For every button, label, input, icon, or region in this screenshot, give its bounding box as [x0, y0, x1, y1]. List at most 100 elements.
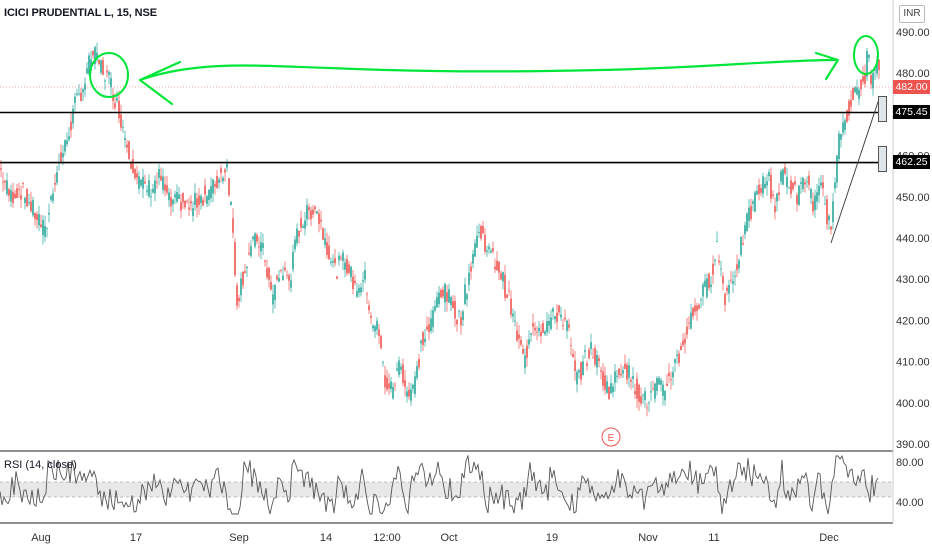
candle-body [478, 231, 480, 233]
candle-body [104, 80, 106, 82]
candle-body [184, 201, 186, 208]
candle-body [328, 245, 330, 260]
earnings-marker-icon[interactable] [601, 427, 621, 447]
candle-body [98, 60, 100, 65]
candle-body [100, 60, 102, 73]
candle-body [404, 380, 406, 387]
candle-body [362, 280, 364, 282]
candle-body [10, 190, 12, 202]
candle-body [264, 260, 266, 262]
candle-body [220, 168, 222, 174]
candle-body [452, 301, 454, 309]
candle-body [332, 260, 334, 263]
candle-body [640, 396, 642, 404]
annotation-circle-right[interactable] [853, 35, 879, 75]
candle-body [490, 250, 492, 253]
candle-body [250, 246, 252, 256]
candle-body [178, 194, 180, 199]
candle-body [718, 260, 720, 263]
candle-body [528, 339, 530, 345]
candle-body [204, 185, 206, 195]
candle-body [170, 197, 172, 207]
candle-body [310, 210, 312, 220]
trend-handle-lower[interactable] [878, 146, 887, 172]
candle-body [664, 391, 666, 401]
candle-body [560, 314, 562, 318]
candle-body [238, 297, 240, 302]
candle-body [14, 193, 16, 199]
candle-body [438, 292, 440, 305]
candle-body [760, 188, 762, 193]
candle-body [710, 284, 712, 287]
candle-body [110, 77, 112, 88]
candle-body [870, 75, 872, 85]
candle-body [156, 182, 158, 184]
candle-body [494, 266, 496, 270]
candle-body [312, 209, 314, 215]
candle-body [78, 93, 80, 95]
candle-body [378, 329, 380, 336]
candle-body [650, 391, 652, 393]
candle-body [822, 182, 824, 189]
candle-body [606, 381, 608, 393]
candle-body [168, 192, 170, 201]
candle-body [492, 248, 494, 252]
candle-body [248, 252, 250, 255]
rsi-tick-label: 80.00 [896, 457, 924, 469]
candle-body [838, 133, 840, 159]
candle-body [740, 236, 742, 256]
symbol-title: ICICI PRUDENTIAL L, 15, NSE [4, 7, 157, 19]
candle-body [804, 182, 806, 185]
candle-body [550, 317, 552, 330]
candle-body [726, 287, 728, 291]
candle-body [392, 386, 394, 399]
candle-body [462, 311, 464, 321]
date-tick-label: Nov [638, 532, 658, 544]
rsi-line[interactable] [0, 454, 879, 515]
candle-body [708, 273, 710, 288]
candle-body [364, 270, 366, 280]
candle-body [278, 277, 280, 282]
candle-body [602, 371, 604, 386]
candle-body [70, 121, 72, 131]
trend-handle-upper[interactable] [878, 96, 887, 122]
candle-body [570, 345, 572, 346]
candle-body [460, 317, 462, 326]
candle-body [576, 371, 578, 385]
candle-body [42, 220, 44, 236]
candle-body [666, 383, 668, 387]
candle-body [748, 207, 750, 221]
candle-body [436, 297, 438, 308]
annotation-double-arrow[interactable] [141, 58, 838, 81]
candle-body [728, 284, 730, 294]
candle-body [402, 364, 404, 383]
candle-body [514, 320, 516, 322]
candle-body [314, 206, 316, 209]
date-tick-label: Oct [440, 532, 457, 544]
candle-body [484, 234, 486, 252]
currency-badge[interactable]: INR [899, 5, 925, 23]
annotation-circle-left[interactable] [89, 52, 129, 98]
candle-body [124, 137, 126, 140]
candle-body [158, 169, 160, 178]
candle-body [134, 169, 136, 179]
date-tick-label: 17 [130, 532, 142, 544]
candle-body [632, 376, 634, 379]
candle-body [50, 196, 52, 200]
candle-body [696, 305, 698, 312]
candle-body [96, 52, 98, 60]
candle-body [196, 198, 198, 208]
candle-body [800, 182, 802, 184]
candle-body [780, 171, 782, 182]
candle-body [286, 275, 288, 277]
trend-line[interactable] [830, 95, 881, 244]
rsi-axis: 40.00 80.00 [896, 457, 924, 509]
candle-body [316, 211, 318, 214]
candle-body [24, 197, 26, 203]
candle-body [32, 199, 34, 216]
candle-body [700, 299, 702, 301]
candle-body [372, 325, 374, 329]
candle-body [86, 68, 88, 74]
